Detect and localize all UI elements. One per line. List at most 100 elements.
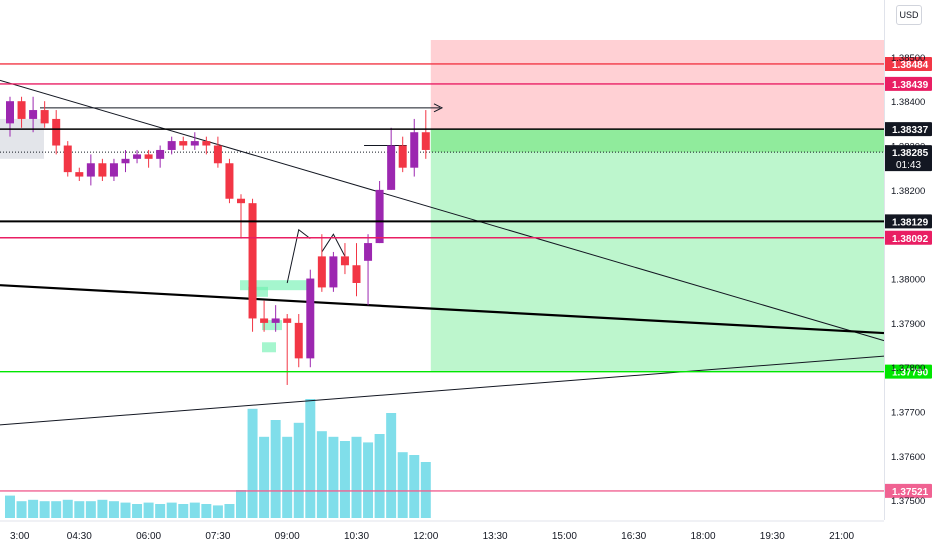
candle-body — [6, 101, 14, 124]
time-tick-label: 12:00 — [413, 531, 438, 542]
candle-body — [283, 318, 292, 323]
price-tick-label: 1.38400 — [891, 97, 925, 108]
candle-body — [340, 256, 349, 266]
candle-body — [387, 145, 396, 190]
volume-bar — [259, 436, 270, 518]
time-tick-label: 06:00 — [136, 531, 161, 542]
entry-band — [430, 129, 884, 153]
volume-bar — [120, 502, 131, 518]
volume-bar — [409, 455, 420, 518]
price-badge-label: 1.38337 — [892, 125, 929, 136]
time-tick-label: 13:30 — [483, 531, 508, 542]
candles-layer — [6, 96, 430, 385]
volume-bar — [166, 502, 177, 518]
candle-body — [17, 101, 26, 119]
candle-body — [237, 198, 245, 204]
volume-bar — [155, 504, 166, 518]
price-badge-label: 1.38092 — [892, 234, 929, 245]
volume-bar — [236, 490, 246, 518]
candle-body — [29, 110, 38, 119]
volume-bar — [143, 502, 154, 518]
candle-body — [248, 203, 257, 319]
trendline-bold — [0, 284, 885, 335]
candle-body — [179, 141, 188, 146]
swing-path-2 — [321, 233, 346, 257]
volume-bar — [212, 505, 223, 518]
volume-bar — [108, 501, 119, 518]
candle-body — [294, 322, 303, 359]
volume-bar — [97, 499, 108, 518]
candle-body — [109, 163, 118, 177]
countdown-label: 01:43 — [896, 160, 921, 171]
volume-bar — [420, 462, 431, 518]
candle-body — [421, 132, 430, 150]
price-tick-label: 1.37600 — [891, 452, 925, 463]
candle-body — [202, 141, 211, 146]
volume-bar — [397, 452, 408, 518]
candle-body — [306, 278, 315, 359]
price-badge — [884, 364, 932, 379]
candle-body — [156, 149, 165, 159]
candle-body — [329, 256, 338, 288]
candle-body — [352, 265, 361, 283]
price-badge-label: 1.38129 — [892, 217, 929, 228]
price-axis-separator — [884, 0, 885, 520]
time-tick-label: 16:30 — [621, 531, 646, 542]
candle-body — [375, 189, 384, 244]
candle-body — [167, 141, 176, 150]
price-tick-label: 1.37900 — [891, 319, 925, 330]
volume-bar — [339, 441, 350, 518]
demand-zone — [262, 320, 282, 331]
price-badge-label: 1.38285 — [892, 148, 929, 159]
arrow-head — [433, 103, 444, 113]
volume-bar — [305, 399, 316, 518]
price-tick-label: 1.38500 — [891, 53, 925, 64]
candle-body — [271, 318, 280, 323]
price-badge — [884, 145, 932, 172]
volume-bar — [51, 501, 62, 518]
demand-zone — [240, 280, 310, 291]
price-tick-label: 1.37800 — [891, 363, 925, 374]
volume-layer — [5, 399, 431, 518]
volume-bar — [247, 408, 258, 518]
price-tick-label: 1.38200 — [891, 186, 925, 197]
candle-body — [213, 145, 222, 164]
volume-bar — [178, 504, 189, 518]
volume-bar — [282, 436, 293, 518]
price-badge-label: 1.37790 — [892, 368, 929, 379]
candle-body — [63, 145, 72, 173]
price-tick-label: 1.37500 — [891, 496, 925, 507]
volume-bar — [351, 436, 362, 518]
price-badge — [884, 214, 932, 229]
candle-body — [225, 163, 234, 199]
volume-bar — [201, 504, 212, 518]
price-badge — [884, 76, 932, 91]
candle-body — [144, 154, 153, 159]
candle-body — [317, 256, 326, 288]
price-badge — [884, 56, 932, 71]
drawings-layer — [0, 79, 885, 426]
currency-button[interactable]: USD — [896, 5, 922, 25]
volume-bar — [316, 431, 327, 518]
time-tick-label: 09:00 — [275, 531, 300, 542]
volume-bar — [74, 501, 85, 518]
price-badge — [884, 483, 932, 498]
candle-body — [398, 145, 407, 168]
volume-bar — [328, 436, 339, 518]
price-badge-label: 1.38484 — [892, 60, 929, 71]
price-tick-label: 1.37700 — [891, 408, 925, 419]
candle-body — [121, 158, 130, 164]
price-tick-label: 1.38300 — [891, 142, 925, 153]
trendline-ascending — [0, 355, 885, 426]
time-tick-label: 3:00 — [10, 531, 30, 542]
time-tick-label: 10:30 — [344, 531, 369, 542]
volume-bar — [39, 501, 50, 518]
volume-bar — [374, 434, 385, 518]
candle-body — [40, 110, 49, 124]
candle-body — [260, 318, 269, 323]
candle-body — [98, 163, 107, 177]
candle-body — [52, 118, 61, 146]
trendline-descending — [0, 79, 885, 342]
